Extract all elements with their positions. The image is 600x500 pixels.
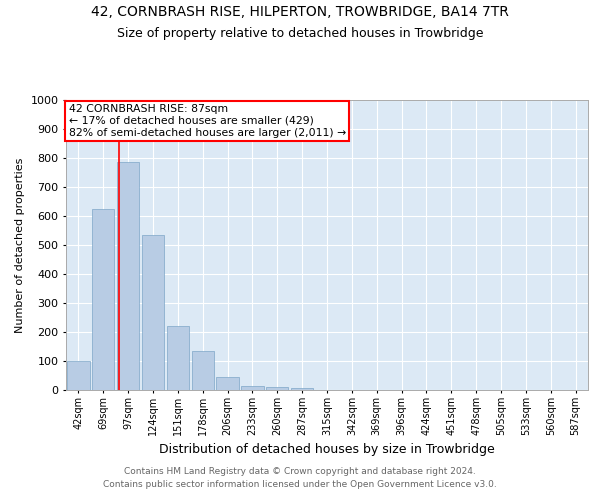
Bar	[117, 162, 139, 390]
Bar	[191, 351, 214, 390]
Text: Distribution of detached houses by size in Trowbridge: Distribution of detached houses by size …	[159, 442, 495, 456]
Text: Size of property relative to detached houses in Trowbridge: Size of property relative to detached ho…	[117, 28, 483, 40]
Bar	[142, 235, 164, 390]
Text: Contains HM Land Registry data © Crown copyright and database right 2024.: Contains HM Land Registry data © Crown c…	[124, 468, 476, 476]
Bar	[241, 386, 263, 390]
Bar	[217, 377, 239, 390]
Bar	[167, 326, 189, 390]
Text: 42, CORNBRASH RISE, HILPERTON, TROWBRIDGE, BA14 7TR: 42, CORNBRASH RISE, HILPERTON, TROWBRIDG…	[91, 5, 509, 19]
Text: Contains public sector information licensed under the Open Government Licence v3: Contains public sector information licen…	[103, 480, 497, 489]
Text: 42 CORNBRASH RISE: 87sqm
← 17% of detached houses are smaller (429)
82% of semi-: 42 CORNBRASH RISE: 87sqm ← 17% of detach…	[68, 104, 346, 138]
Bar	[67, 361, 89, 390]
Y-axis label: Number of detached properties: Number of detached properties	[15, 158, 25, 332]
Bar	[92, 209, 115, 390]
Bar	[291, 388, 313, 390]
Bar	[266, 387, 289, 390]
